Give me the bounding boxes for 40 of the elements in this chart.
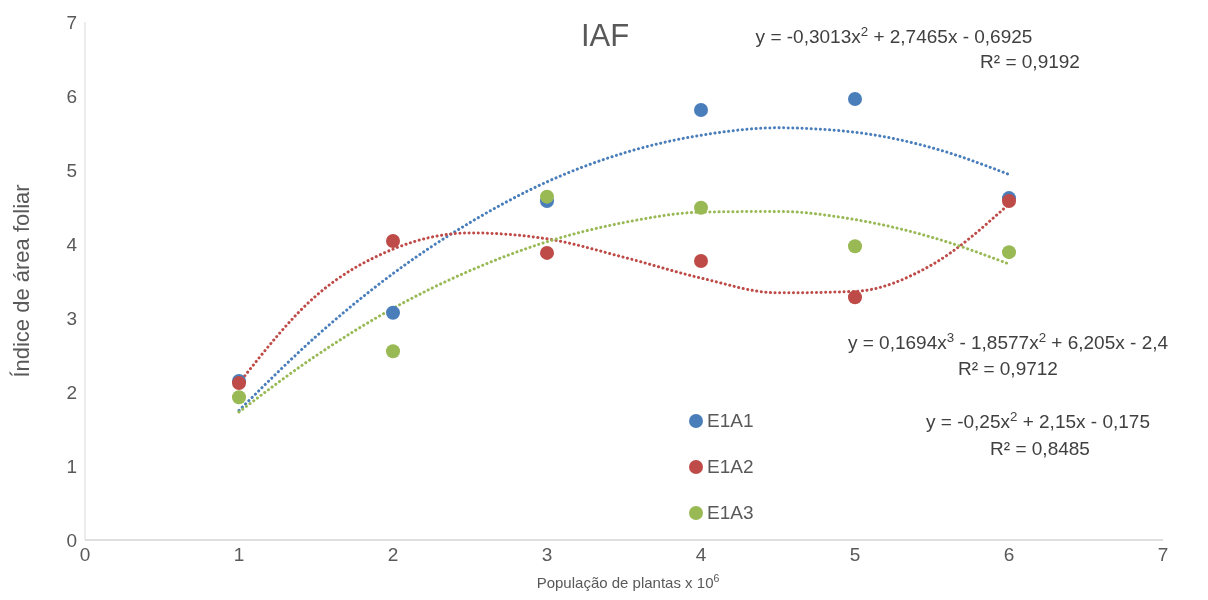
point [386, 305, 400, 320]
legend-label: E1A3 [707, 502, 754, 524]
chart-title: IAF [580, 18, 630, 53]
x-tick-label: 2 [387, 544, 399, 566]
point [232, 390, 246, 405]
x-tick-label: 4 [695, 544, 707, 566]
x-tick-label: 7 [1157, 544, 1169, 566]
y-tick-label: 2 [66, 381, 77, 403]
y-tick-label: 1 [66, 455, 77, 477]
y-axis-title: Índice de área foliar [8, 184, 34, 378]
annotation: y = -0,3013x$^{2}$ + 2,7465x - 0,6925 [755, 23, 1033, 47]
legend-label: E1A1 [707, 410, 754, 432]
point [540, 189, 554, 204]
point [1002, 245, 1016, 260]
x-tick-label: 5 [849, 544, 861, 566]
point [848, 239, 862, 254]
y-tick-label: 0 [66, 529, 77, 551]
y-tick-label: 6 [66, 85, 77, 107]
annotation: R² = 0,9192 [980, 51, 1080, 72]
point [386, 234, 400, 249]
y-tick-label: 7 [66, 11, 77, 33]
legend-label: E1A2 [707, 456, 754, 478]
point [540, 245, 554, 260]
y-tick-label: 4 [66, 233, 78, 255]
point [694, 254, 708, 269]
annotation: R² = 0,9712 [958, 358, 1058, 379]
annotation: y = -0,25x$^{2}$ + 2,15x - 0,175 [926, 408, 1150, 432]
point [694, 103, 708, 118]
x-tick-label: 6 [1003, 544, 1015, 566]
point [694, 200, 708, 215]
point [386, 344, 400, 359]
y-tick-label: 5 [66, 159, 77, 181]
x-axis-title: População de plantas x 10$^{6}$ [536, 572, 720, 591]
point [848, 91, 862, 106]
x-tick-label: 1 [233, 544, 245, 566]
point [848, 290, 862, 305]
annotation: y = 0,1694x$^{3}$ - 1,8577x$^{2}$ + 6,205x - 2,4 [847, 329, 1169, 353]
x-tick-label: 3 [541, 544, 553, 566]
annotation: R² = 0,8485 [990, 438, 1090, 459]
y-tick-label: 3 [66, 307, 77, 329]
